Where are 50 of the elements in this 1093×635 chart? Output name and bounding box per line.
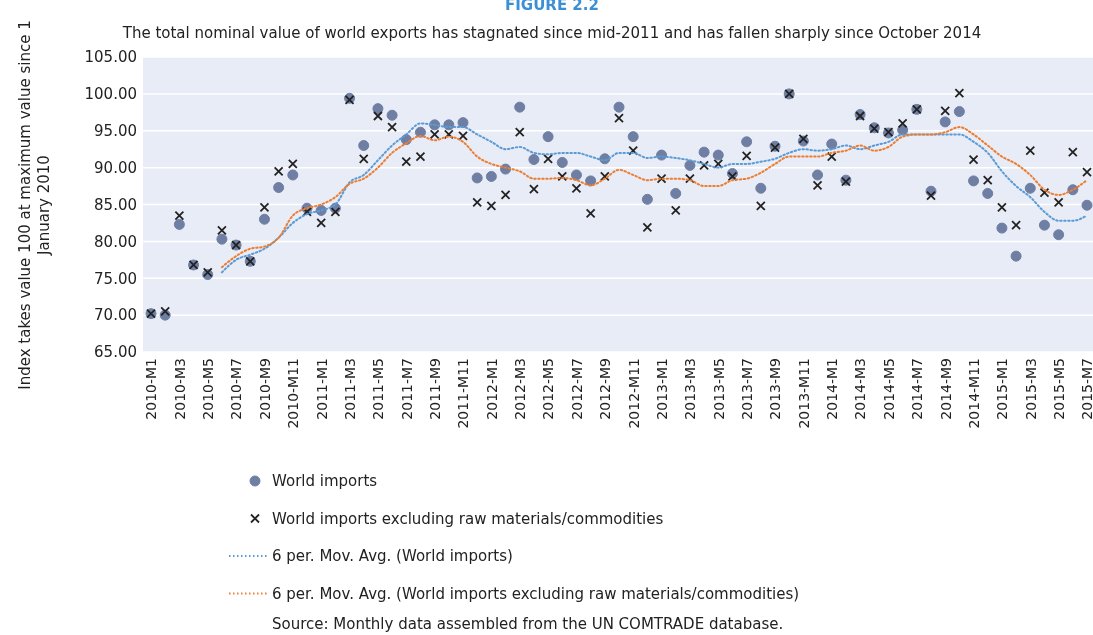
x-tick-label: 2011-M7 [398,358,415,420]
x-tick-label: 2013-M1 [653,358,670,420]
x-tick-label: 2011-M11 [455,358,472,429]
x-tick-label: 2015-M1 [994,358,1011,420]
x-tick-label: 2013-M9 [767,358,784,420]
source-note: Source: Monthly data assembled from the UN COMTRADE database. [272,615,784,633]
y-tick-label: 95.00 [94,122,137,141]
x-tick-label: 2015-M5 [1051,358,1068,420]
x-tick-label: 2011-M9 [427,358,444,420]
x-tick-label: 2012-M1 [483,358,500,420]
x-tick-label: 2012-M5 [540,358,557,420]
x-tick-label: 2010-M9 [256,358,273,420]
y-tick-label: 65.00 [94,343,137,362]
x-tick-label: 2010-M5 [200,358,217,420]
legend-label: World imports [272,472,378,490]
x-tick-label: 2014-M11 [965,358,982,429]
x-tick-label: 2014-M3 [852,358,869,420]
x-tick-label: 2011-M1 [313,358,330,420]
y-tick-label: 80.00 [94,232,137,251]
x-tick-label: 2011-M5 [370,358,387,420]
x-tick-label: 2013-M3 [682,358,699,420]
x-tick-label: 2013-M7 [739,358,756,420]
x-tick-label: 2012-M9 [597,358,614,420]
y-tick-label: 75.00 [94,269,137,288]
chart-subtitle: The total nominal value of world exports has stagnated since mid-2011 and has fallen sharply since October 2014 [121,24,982,42]
x-tick-label: 2014-M7 [909,358,926,420]
y-tick-label: 85.00 [94,195,137,214]
x-tick-label: 2012-M11 [625,358,642,429]
x-tick-label: 2014-M9 [937,358,954,420]
x-tick-label: 2010-M7 [228,358,245,420]
x-tick-label: 2010-M11 [285,358,302,429]
x-tick-label: 2014-M5 [880,358,897,420]
x-tick-label: 2012-M3 [512,358,529,420]
y-tick-label: 105.00 [84,48,137,67]
x-tick-label: 2015-M3 [1022,358,1039,420]
legend-label: World imports excluding raw materials/commodities [272,509,664,528]
legend-label: 6 per. Mov. Avg. (World imports) [272,547,513,565]
y-axis-title: Index takes value 100 at maximum value since 1 January 2010 [16,20,53,390]
x-tick-label: 2013-M5 [710,358,727,420]
legend-label: 6 per. Mov. Avg. (World imports excluding raw materials/commodities) [272,584,800,603]
x-tick-label: 2015-M7 [1079,358,1093,420]
x-tick-label: 2012-M7 [568,358,585,420]
x-tick-label: 2014-M1 [824,358,841,420]
x-tick-label: 2010-M3 [171,358,188,420]
y-tick-label: 100.00 [84,85,137,104]
y-tick-label: 90.00 [94,158,137,177]
x-tick-label: 2010-M1 [143,358,160,420]
y-tick-label: 70.00 [94,306,137,325]
x-tick-label: 2011-M3 [341,358,358,420]
x-tick-label: 2013-M11 [795,358,812,429]
